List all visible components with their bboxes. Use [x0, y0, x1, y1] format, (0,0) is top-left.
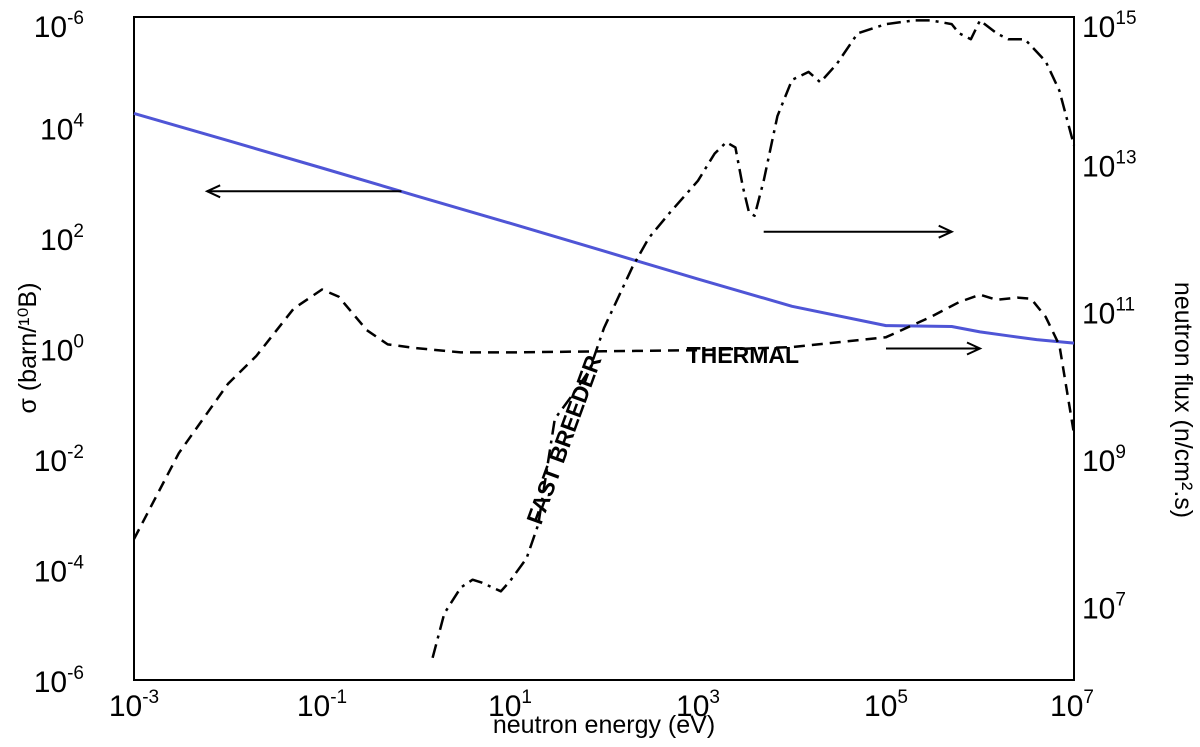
left-axis-arrow — [204, 184, 402, 199]
y-left-tick-label: 10-6 — [34, 663, 84, 699]
y-right-tick-label: 107 — [1082, 589, 1126, 625]
arrow-layer — [204, 184, 983, 356]
y-left-tick-label: 10-6 — [34, 8, 84, 44]
x-tick-label: 105 — [864, 687, 908, 723]
y-left-tick-label: 100 — [40, 332, 84, 368]
series-line-thermal — [132, 288, 1076, 540]
y-right-tick-label: 109 — [1082, 442, 1126, 478]
tick-labels: 10-3 10-1 101 103 105 107 10-6 10-4 10-2 100 102 10… — [34, 8, 1137, 723]
series-line-10b-cross-section — [133, 111, 1075, 345]
right-axis-arrow-thermal — [886, 341, 983, 356]
x-tick-label: 101 — [488, 687, 532, 723]
x-tick-label: 10-3 — [109, 687, 159, 723]
right-axis-arrow-fast — [763, 224, 955, 239]
y-axis-label-right: neutron flux (n/cm².s) — [1169, 282, 1197, 518]
y-right-tick-label: 1013 — [1082, 147, 1137, 183]
annotation-fast-breeder: FAST BREEDER — [521, 351, 606, 527]
y-right-tick-label: 1015 — [1082, 8, 1137, 44]
y-axis-label-left: σ (barn/¹⁰B) — [14, 282, 42, 413]
annotation-thermal: THERMAL — [687, 342, 799, 368]
y-left-tick-label: 10-4 — [34, 553, 85, 589]
series-layer — [132, 19, 1076, 659]
plot-frame — [133, 16, 1075, 681]
x-tick-label: 103 — [676, 687, 720, 723]
y-left-tick-label: 104 — [40, 111, 84, 147]
x-tick-label: 10-1 — [297, 687, 347, 723]
series-line-fast-breeder — [431, 19, 1076, 659]
y-left-tick-label: 102 — [40, 221, 84, 257]
x-tick-label: 107 — [1050, 687, 1094, 723]
x-axis-label: neutron energy (eV) — [493, 711, 715, 739]
y-right-tick-label: 1011 — [1082, 295, 1135, 331]
annotation-layer: THERMAL FAST BREEDER — [521, 342, 799, 528]
y-left-tick-label: 10-2 — [34, 442, 84, 478]
